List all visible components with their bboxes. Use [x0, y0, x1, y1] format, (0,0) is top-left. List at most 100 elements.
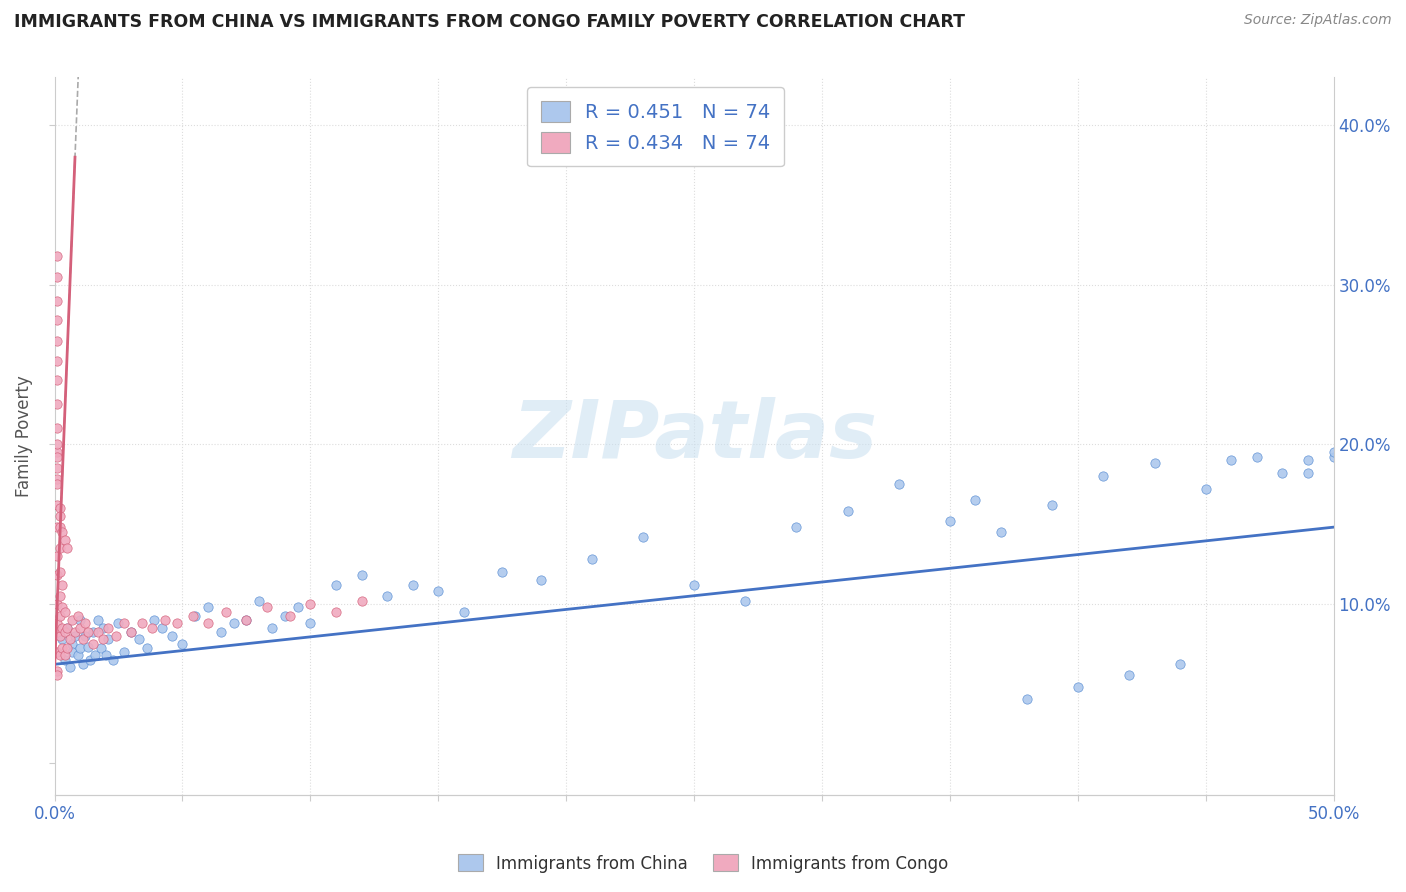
Point — [1195, 482, 1218, 496]
Point — [965, 493, 987, 508]
Point — [46, 293, 69, 308]
Point — [59, 660, 82, 674]
Point — [53, 533, 76, 547]
Point — [274, 609, 297, 624]
Point — [1067, 680, 1090, 694]
Point — [299, 597, 322, 611]
Point — [63, 625, 86, 640]
Point — [529, 573, 551, 587]
Point — [256, 599, 278, 614]
Point — [46, 549, 69, 563]
Point — [1246, 450, 1268, 464]
Point — [235, 613, 257, 627]
Point — [51, 524, 73, 539]
Point — [46, 461, 69, 475]
Point — [56, 541, 79, 555]
Point — [46, 520, 69, 534]
Point — [56, 621, 79, 635]
Point — [46, 668, 69, 682]
Point — [84, 648, 107, 662]
Point — [69, 621, 91, 635]
Point — [427, 583, 450, 598]
Point — [135, 641, 157, 656]
Point — [48, 501, 70, 516]
Point — [91, 621, 114, 635]
Point — [51, 577, 73, 591]
Point — [72, 632, 94, 646]
Point — [631, 530, 654, 544]
Point — [160, 629, 183, 643]
Point — [287, 599, 309, 614]
Point — [939, 514, 962, 528]
Point — [66, 648, 89, 662]
Point — [683, 577, 706, 591]
Point — [51, 641, 73, 656]
Point — [53, 605, 76, 619]
Point — [260, 621, 283, 635]
Point — [46, 269, 69, 284]
Point — [166, 615, 188, 630]
Point — [51, 632, 73, 646]
Point — [887, 477, 910, 491]
Point — [46, 397, 69, 411]
Point — [46, 625, 69, 640]
Point — [87, 613, 110, 627]
Point — [48, 648, 70, 662]
Point — [837, 504, 859, 518]
Point — [1271, 466, 1294, 480]
Point — [48, 565, 70, 579]
Point — [53, 648, 76, 662]
Point — [91, 632, 114, 646]
Point — [46, 597, 69, 611]
Point — [1040, 498, 1063, 512]
Point — [94, 648, 117, 662]
Point — [46, 421, 69, 435]
Point — [209, 625, 232, 640]
Point — [197, 599, 219, 614]
Point — [107, 615, 129, 630]
Point — [56, 641, 79, 656]
Point — [69, 613, 91, 627]
Point — [46, 450, 69, 464]
Point — [1296, 453, 1319, 467]
Point — [1118, 668, 1140, 682]
Point — [48, 629, 70, 643]
Point — [87, 625, 110, 640]
Point — [1296, 466, 1319, 480]
Point — [72, 657, 94, 672]
Point — [56, 621, 79, 635]
Point — [63, 629, 86, 643]
Point — [120, 625, 142, 640]
Point — [120, 625, 142, 640]
Point — [375, 589, 398, 603]
Point — [46, 477, 69, 491]
Point — [48, 609, 70, 624]
Point — [46, 664, 69, 678]
Point — [491, 565, 513, 579]
Point — [90, 641, 112, 656]
Point — [62, 644, 84, 658]
Point — [402, 577, 425, 591]
Point — [46, 615, 69, 630]
Point — [247, 593, 270, 607]
Point — [76, 625, 98, 640]
Point — [46, 445, 69, 459]
Point — [97, 632, 120, 646]
Point — [62, 613, 84, 627]
Text: Source: ZipAtlas.com: Source: ZipAtlas.com — [1244, 13, 1392, 28]
Point — [104, 629, 127, 643]
Point — [46, 373, 69, 387]
Point — [181, 609, 204, 624]
Point — [46, 644, 69, 658]
Point — [1168, 657, 1191, 672]
Point — [46, 568, 69, 582]
Point — [350, 568, 373, 582]
Legend: R = 0.451   N = 74, R = 0.434   N = 74: R = 0.451 N = 74, R = 0.434 N = 74 — [527, 87, 785, 167]
Point — [62, 636, 84, 650]
Point — [46, 472, 69, 486]
Point — [299, 615, 322, 630]
Point — [46, 437, 69, 451]
Point — [66, 609, 89, 624]
Point — [990, 524, 1012, 539]
Point — [75, 615, 97, 630]
